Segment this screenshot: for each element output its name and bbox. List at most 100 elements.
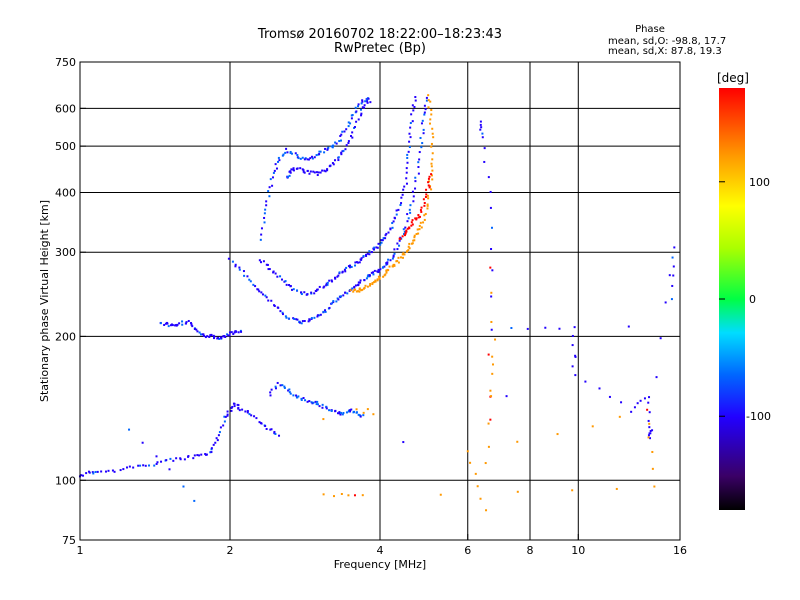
echo-point <box>252 283 255 286</box>
echo-point <box>325 284 328 287</box>
echo-point <box>226 333 229 336</box>
echo-point <box>160 460 163 463</box>
echo-point <box>430 142 433 145</box>
echo-point <box>490 328 493 331</box>
echo-point <box>340 153 343 156</box>
echo-point <box>384 234 387 237</box>
echo-point <box>290 288 293 291</box>
chart-title: Tromsø 20160702 18:22:00–18:23:43 <box>257 27 502 42</box>
echo-point <box>338 411 341 414</box>
echo-point <box>306 158 309 161</box>
echo-point <box>574 354 577 357</box>
echo-point <box>278 434 281 437</box>
echo-point <box>422 198 425 201</box>
echo-point <box>264 425 267 428</box>
echo-point <box>361 106 364 109</box>
echo-point <box>342 294 345 297</box>
echo-point <box>328 409 331 412</box>
echo-point <box>412 109 415 112</box>
echo-point <box>198 331 201 334</box>
echo-point <box>241 408 244 411</box>
echo-point <box>483 147 486 150</box>
echo-point <box>208 335 211 338</box>
echo-point <box>673 246 676 249</box>
echo-point <box>411 242 414 245</box>
echo-point <box>408 226 411 229</box>
echo-point <box>274 163 277 166</box>
echo-point <box>292 394 295 397</box>
echo-point <box>423 111 426 114</box>
echo-point <box>571 334 574 337</box>
echo-point <box>235 330 238 333</box>
echo-point <box>401 253 404 256</box>
echo-point <box>363 286 366 289</box>
echo-point <box>393 216 396 219</box>
echo-point <box>401 235 404 238</box>
echo-point <box>428 186 431 189</box>
echo-point <box>487 176 490 179</box>
echo-point <box>646 408 649 411</box>
echo-point <box>273 432 276 435</box>
echo-point <box>639 399 642 402</box>
colorbar-tick-label: -100 <box>746 410 771 423</box>
echo-point <box>484 462 487 465</box>
echo-point <box>260 227 263 230</box>
echo-point <box>363 104 366 107</box>
echo-point <box>199 333 202 336</box>
echo-point <box>401 193 404 196</box>
echo-point <box>234 263 237 266</box>
echo-point <box>510 327 513 330</box>
echo-point <box>289 285 292 288</box>
echo-point <box>430 165 433 168</box>
echo-point <box>276 381 279 384</box>
echo-point <box>274 432 277 435</box>
echo-point <box>409 136 412 139</box>
echo-point <box>322 418 325 421</box>
echo-point <box>392 254 395 257</box>
echo-point <box>361 99 364 102</box>
echo-point <box>263 221 266 224</box>
echo-point <box>316 288 319 291</box>
echo-point <box>408 247 411 250</box>
echo-point <box>227 334 230 337</box>
echo-point <box>423 204 426 207</box>
phase-stats-title: Phase <box>635 24 665 35</box>
echo-point <box>113 470 116 473</box>
echo-point <box>430 174 433 177</box>
echo-point <box>296 318 299 321</box>
echo-point <box>204 336 207 339</box>
echo-point <box>359 108 362 111</box>
echo-point <box>330 302 333 305</box>
echo-point <box>366 101 369 104</box>
echo-point <box>345 266 348 269</box>
echo-point <box>411 219 414 222</box>
echo-point <box>417 232 420 235</box>
echo-point <box>190 322 193 325</box>
echo-point <box>313 316 316 319</box>
echo-point <box>370 271 373 274</box>
echo-point <box>220 337 223 340</box>
echo-point <box>355 290 358 293</box>
echo-point <box>357 118 360 121</box>
echo-point <box>410 224 413 227</box>
echo-point <box>315 403 318 406</box>
echo-point <box>342 149 345 152</box>
echo-point <box>339 411 342 414</box>
echo-point <box>187 319 190 322</box>
echo-point <box>210 333 213 336</box>
echo-point <box>431 158 434 161</box>
echo-point <box>556 433 559 436</box>
echo-point <box>516 490 519 493</box>
echo-point <box>332 300 335 303</box>
echo-point <box>218 431 221 434</box>
echo-point <box>239 329 242 332</box>
echo-point <box>316 400 319 403</box>
echo-point <box>269 178 272 181</box>
echo-point <box>403 233 406 236</box>
echo-point <box>299 167 302 170</box>
echo-point <box>281 384 284 387</box>
echo-point <box>308 319 311 322</box>
echo-point <box>353 126 356 129</box>
echo-point <box>196 330 199 333</box>
echo-point <box>226 414 229 417</box>
